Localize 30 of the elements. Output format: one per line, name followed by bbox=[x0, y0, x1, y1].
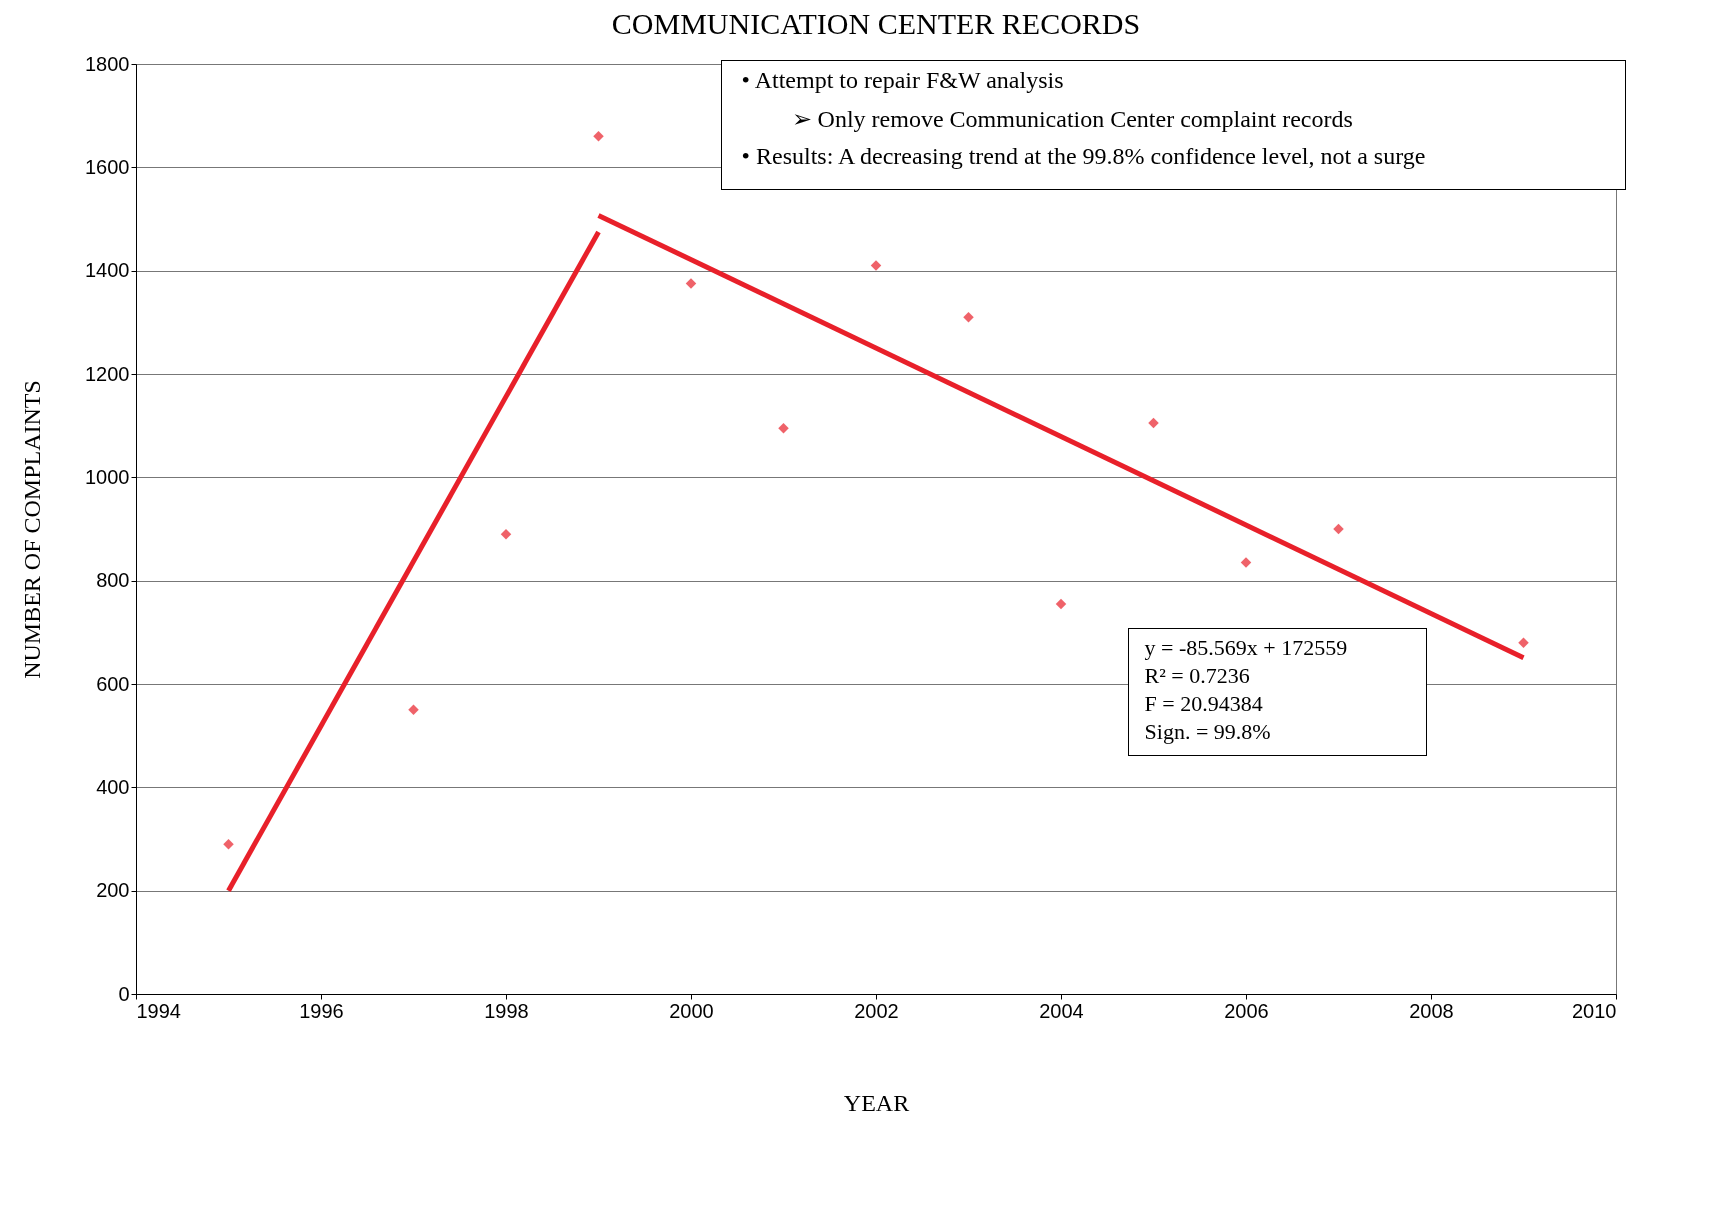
y-axis-title: NUMBER OF COMPLAINTS bbox=[19, 380, 46, 679]
annotation: F = 20.94384 bbox=[1144, 690, 1263, 717]
y-tick-label: 1400 bbox=[85, 259, 130, 282]
y-tick-label: 1800 bbox=[85, 52, 130, 75]
annotation: • Attempt to repair F&W analysis bbox=[741, 67, 1064, 94]
x-tick-label: 2006 bbox=[1224, 999, 1269, 1022]
x-tick-label: 2008 bbox=[1409, 999, 1454, 1022]
y-tick-label: 1600 bbox=[85, 155, 130, 178]
x-tick-label: 1996 bbox=[299, 999, 344, 1022]
y-tick-label: 1200 bbox=[85, 362, 130, 385]
x-tick-label: 2004 bbox=[1039, 999, 1084, 1022]
y-tick-label: 800 bbox=[96, 569, 130, 592]
x-tick-label: 2000 bbox=[669, 999, 714, 1022]
x-tick-label: 2002 bbox=[854, 999, 899, 1022]
annotation: • Results: A decreasing trend at the 99.8% confidence level, not a surge bbox=[741, 143, 1426, 170]
y-tick-label: 200 bbox=[96, 879, 130, 902]
y-tick-label: 400 bbox=[96, 775, 130, 798]
note-box: • Attempt to repair F&W analysis ➢ Only remove Communication Center complaint records • Results: A decreasing trend at the 99.8% confidence level, not a surge bbox=[720, 60, 1626, 190]
annotation: ➢ Only remove Communication Center complaint records bbox=[791, 105, 1353, 133]
y-tick-label: 600 bbox=[96, 672, 130, 695]
y-tick-label: 0 bbox=[118, 982, 130, 1005]
annotation: y = -85.569x + 172559 bbox=[1144, 634, 1348, 661]
x-tick-label: 1998 bbox=[484, 999, 529, 1022]
annotation: R² = 0.7236 bbox=[1144, 662, 1250, 689]
x-axis-title: YEAR bbox=[843, 1089, 910, 1116]
x-tick-label: 1994 bbox=[136, 999, 181, 1022]
annotation: Sign. = 99.8% bbox=[1144, 718, 1271, 745]
x-tick-label: 2010 bbox=[1572, 999, 1617, 1022]
chart-title: COMMUNICATION CENTER RECORDS bbox=[611, 7, 1141, 40]
y-tick-label: 1000 bbox=[85, 465, 130, 488]
